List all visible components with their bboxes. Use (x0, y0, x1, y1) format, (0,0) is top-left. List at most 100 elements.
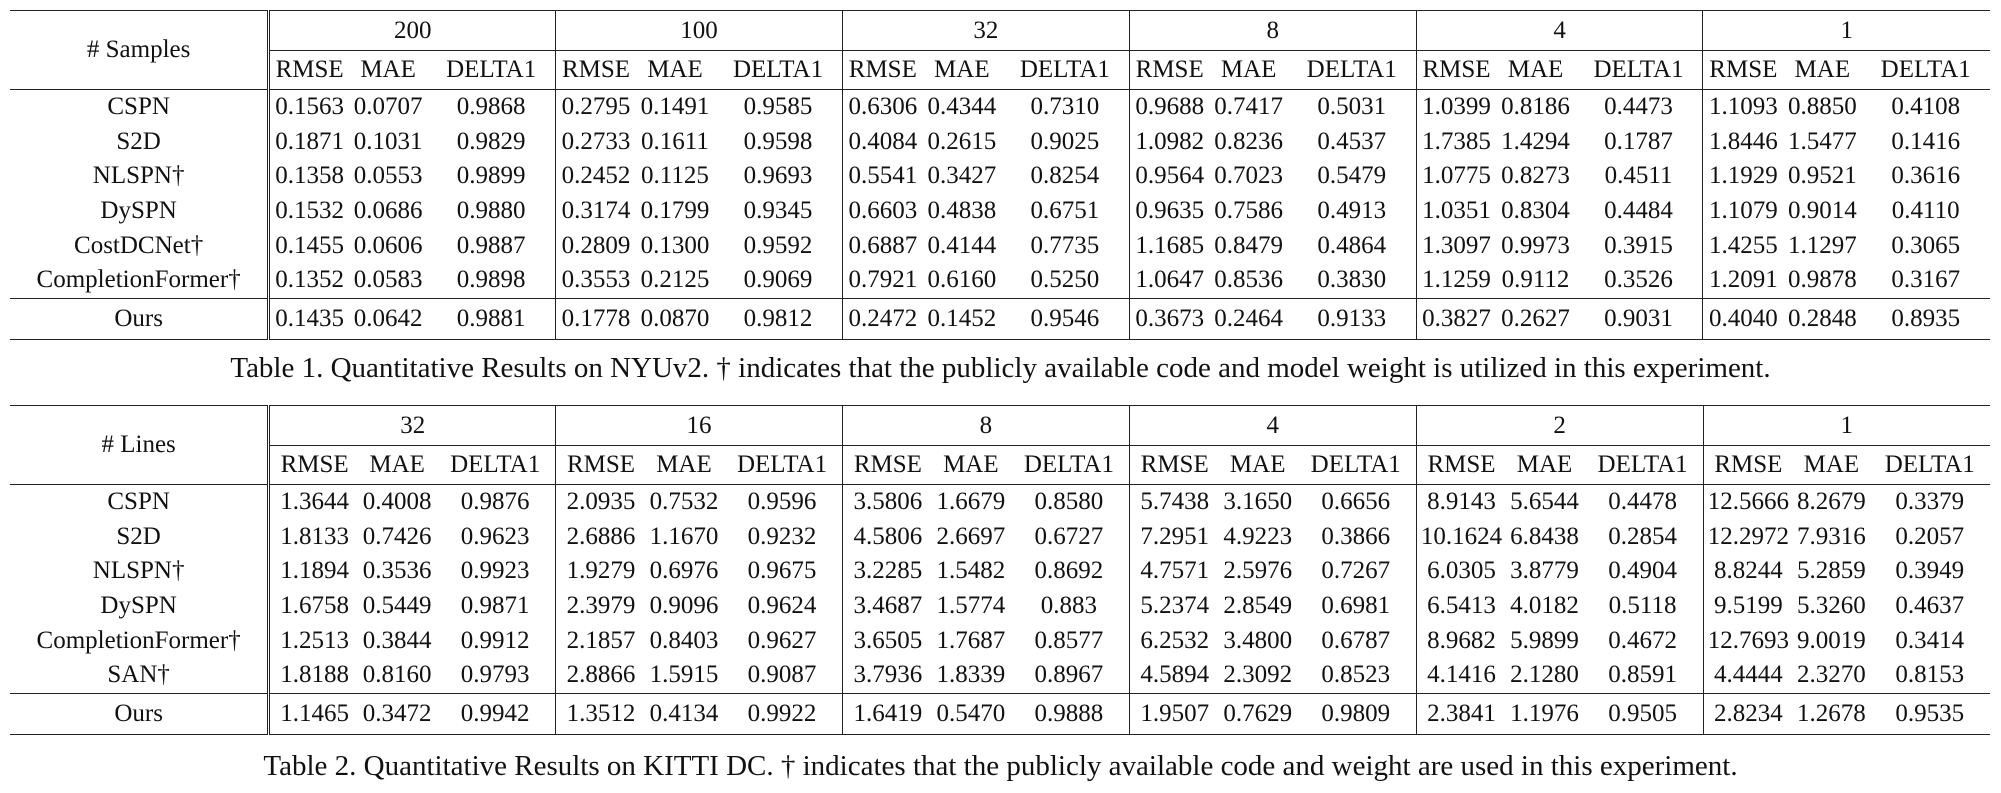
table-cell: 0.3472 (359, 692, 436, 735)
table-cell: 0.9535 (1869, 692, 1990, 735)
metric-header: MAE (932, 445, 1009, 485)
table-cell: 0.7426 (362, 522, 432, 550)
table-cell: 0.4473 (1604, 93, 1673, 121)
table-cell: 0.1532 (267, 193, 349, 229)
table-cell: 2.8866 (555, 657, 646, 694)
table-cell: 0.8254 (1030, 162, 1100, 190)
table-cell: 3.4800 (1223, 626, 1293, 654)
method-name: CSPN (107, 488, 170, 516)
table-nyuv2-caption: Table 1. Quantitative Results on NYUv2. … (230, 352, 1771, 384)
table-cell: 1.2513 (267, 623, 360, 658)
metric-header: DELTA1 (435, 445, 556, 485)
table-cell: 0.2472 (841, 297, 923, 340)
table-cell: 4.5894 (1128, 657, 1220, 694)
table-cell: 0.8577 (1034, 626, 1104, 654)
table-cell: 0.5470 (932, 692, 1009, 735)
table-cell: 0.4511 (1604, 162, 1673, 190)
table-cell: 0.3536 (362, 557, 432, 585)
table-cell: 1.1894 (267, 554, 360, 589)
table-cell: 0.8692 (1034, 557, 1104, 585)
metric-header: DELTA1 (1861, 50, 1990, 90)
table-cell: 0.4040 (1702, 297, 1784, 340)
table-cell: 3.4687 (841, 588, 933, 624)
table-cell: 0.0606 (353, 231, 423, 259)
table-cell: 0.9693 (743, 162, 813, 190)
method-name: CompletionFormer† (36, 626, 241, 654)
header-row-metrics: RMSE MAE DELTA1 RMSE MAE DELTA1 RMSE MAE DELTA1 R… (10, 445, 1990, 485)
table-row: Ours 1.1465 0.3472 0.9942 1.3512 0.4134 0.9922… (10, 692, 1990, 735)
table-cell: 0.1300 (640, 231, 710, 259)
table-cell: 5.6544 (1510, 488, 1579, 516)
table-cell: 0.9829 (456, 127, 526, 155)
table-cell: 1.2091 (1702, 262, 1784, 299)
table-cell: 0.1416 (1891, 127, 1961, 155)
table-cell: 4.7571 (1128, 554, 1220, 589)
table-cell: 4.9223 (1223, 522, 1293, 550)
table-cell: 1.3512 (555, 692, 646, 735)
table-cell: 0.1491 (640, 93, 710, 121)
table-cell: 1.5774 (936, 592, 1006, 620)
table-cell: 0.9812 (714, 297, 843, 340)
table-cell: 0.4110 (1891, 197, 1960, 225)
table-cell: 0.9688 (1128, 89, 1210, 125)
method-name: S2D (116, 127, 161, 155)
table-cell: 2.3979 (555, 588, 646, 624)
table-row: DySPN 0.1532 0.0686 0.9880 0.3174 0.1799 0.934… (10, 193, 1990, 229)
table-cell: 0.9809 (1295, 692, 1417, 735)
table-cell: 2.6697 (936, 522, 1006, 550)
table-cell: 0.1455 (267, 228, 349, 263)
table-cell: 0.1358 (267, 159, 349, 194)
metric-header: MAE (1209, 50, 1288, 90)
table-row: NLSPN† 0.1358 0.0553 0.9899 0.2452 0.1125 0.96… (10, 159, 1990, 194)
metric-header: RMSE (267, 50, 349, 90)
table-cell: 0.3553 (555, 262, 636, 299)
table-cell: 0.3427 (927, 162, 997, 190)
table-cell: 1.5915 (649, 661, 719, 689)
table-cell: 0.5479 (1317, 162, 1387, 190)
table-cell: 1.1297 (1787, 231, 1857, 259)
table-cell: 1.5482 (936, 557, 1006, 585)
metric-header: MAE (1793, 445, 1870, 485)
table-cell: 3.2285 (841, 554, 933, 589)
table-cell: 1.0982 (1128, 124, 1210, 160)
table-cell: 0.3526 (1604, 266, 1673, 294)
metric-header: RMSE (1702, 50, 1784, 90)
table-cell: 0.8236 (1214, 127, 1284, 155)
group-header: 32 (267, 405, 556, 446)
table-cell: 0.1563 (267, 89, 349, 125)
metric-header: RMSE (1128, 445, 1220, 485)
table-cell: 6.5413 (1415, 588, 1507, 624)
metric-header: RMSE (1415, 50, 1497, 90)
table-cell: 1.0351 (1415, 193, 1497, 229)
table-cell: 0.8967 (1034, 661, 1104, 689)
table-cell: 4.0182 (1510, 592, 1579, 620)
table-cell: 0.1871 (267, 124, 349, 160)
table-cell: 0.9627 (747, 626, 817, 654)
table-cell: 1.8339 (936, 661, 1006, 689)
table-cell: 6.8438 (1510, 522, 1579, 550)
table-cell: 1.7385 (1415, 124, 1497, 160)
table-cell: 0.5250 (1030, 266, 1100, 294)
table-cell: 5.3260 (1797, 592, 1866, 620)
table-cell: 0.9598 (743, 127, 813, 155)
table-cell: 0.0583 (353, 266, 423, 294)
metric-header: DELTA1 (722, 445, 843, 485)
table-row: Ours 0.1435 0.0642 0.9881 0.1778 0.0870 0.9812… (10, 297, 1990, 340)
table-cell: 1.0647 (1128, 262, 1210, 299)
metric-header: RMSE (1702, 445, 1794, 485)
table-cell: 0.5541 (841, 159, 923, 194)
table-cell: 5.2374 (1128, 588, 1220, 624)
table-cell: 0.9793 (460, 661, 530, 689)
table-cell: 0.9031 (1574, 297, 1703, 340)
corner-label: # Lines (10, 405, 269, 485)
table-cell: 0.8591 (1608, 661, 1677, 689)
table-cell: 0.6981 (1321, 592, 1391, 620)
table-cell: 0.0707 (353, 93, 423, 121)
table-cell: 0.4537 (1317, 127, 1387, 155)
table-cell: 0.883 (1040, 592, 1098, 620)
table-cell: 10.1624 (1415, 519, 1507, 555)
table-cell: 0.9623 (460, 522, 530, 550)
table-cell: 0.3616 (1891, 162, 1961, 190)
metric-header: DELTA1 (1000, 50, 1130, 90)
metric-header: MAE (922, 50, 1001, 90)
